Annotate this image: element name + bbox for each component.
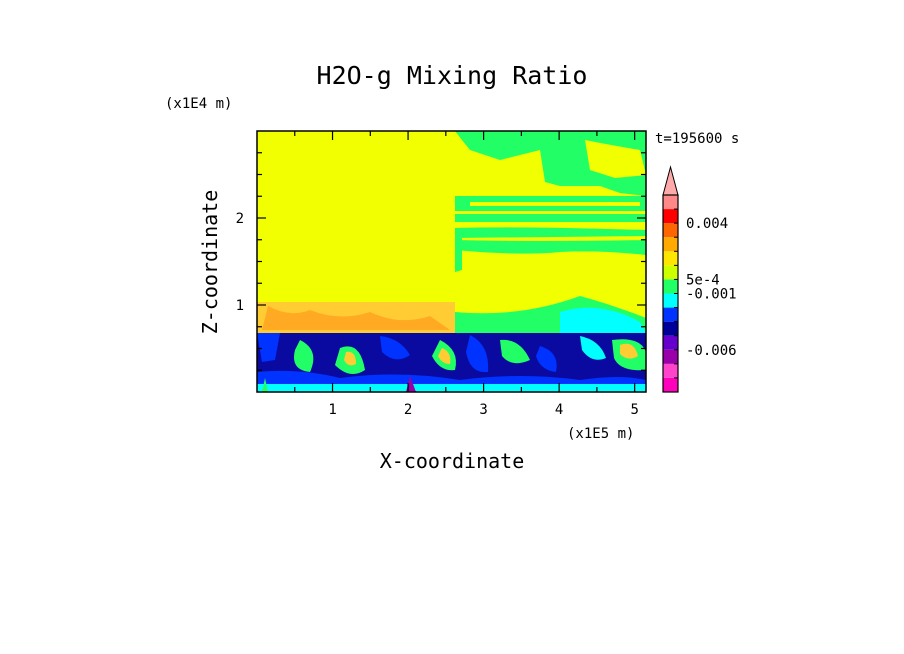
x-axis-title: X-coordinate (380, 449, 525, 473)
colorbar-bin (663, 335, 678, 350)
colorbar-bin (663, 293, 678, 308)
x-tick-label: 2 (404, 402, 412, 418)
colorbar-bin (663, 251, 678, 266)
y-unit-label: (x1E4 m) (165, 96, 232, 112)
colorbar-bin (663, 363, 678, 378)
colorbar-label: 0.004 (686, 216, 728, 232)
x-tick-label: 3 (479, 402, 487, 418)
colorbar-bin (663, 279, 678, 294)
colorbar-label: -0.006 (686, 343, 737, 359)
colorbar-bin (663, 237, 678, 252)
colorbar-bin (663, 321, 678, 336)
colorbar-bin (663, 349, 678, 364)
colorbar-extend-max (662, 165, 679, 196)
chart-title: H2O-g Mixing Ratio (317, 61, 588, 90)
axis-ticks (257, 131, 646, 392)
colorbar-bin (663, 265, 678, 280)
colorbar-bin (663, 195, 678, 210)
y-axis-title: Z-coordinate (198, 190, 222, 335)
y-tick-label: 1 (236, 298, 244, 314)
colorbar-bin (663, 377, 678, 392)
x-tick-label: 1 (328, 402, 336, 418)
colorbar-bin (663, 209, 678, 224)
x-unit-label: (x1E5 m) (567, 426, 634, 442)
colorbar-bin (663, 223, 678, 238)
y-tick-label: 2 (236, 211, 244, 227)
x-tick-label: 4 (555, 402, 563, 418)
colorbar-label: 5e-4 (686, 272, 720, 288)
heatmap-field (257, 131, 646, 392)
axis-tick-labels: 1 2 3 4 5 1 2 (236, 211, 639, 418)
colorbar-bin (663, 307, 678, 322)
x-tick-label: 5 (630, 402, 638, 418)
time-label: t=195600 s (655, 131, 739, 147)
colorbar-label: -0.001 (686, 287, 737, 303)
